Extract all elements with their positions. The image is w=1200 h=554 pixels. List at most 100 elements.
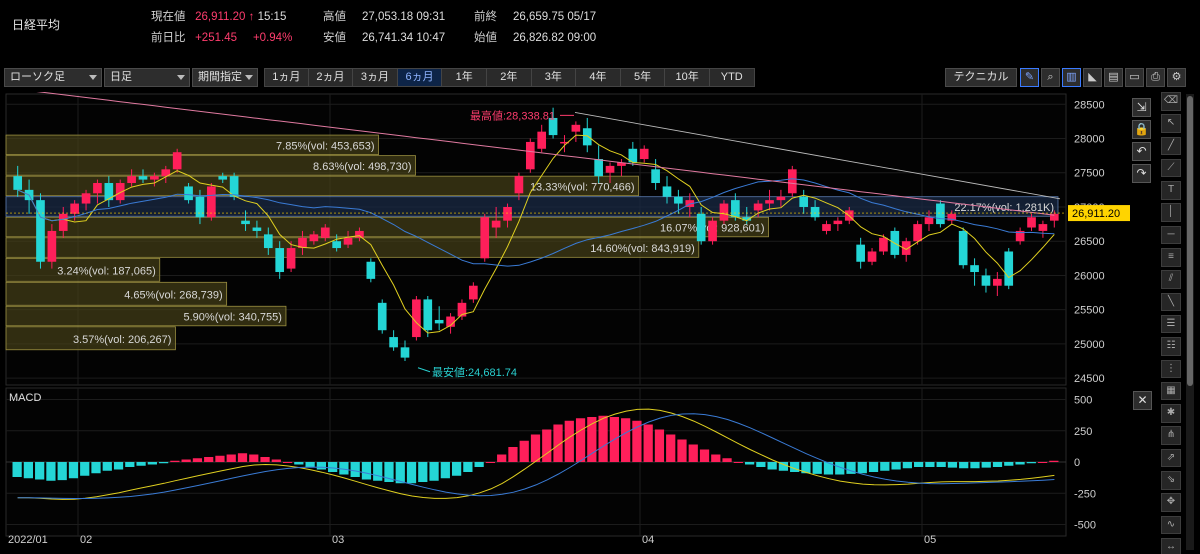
period-select[interactable]: 期間指定 bbox=[192, 68, 258, 87]
x-axis-tick: 04 bbox=[642, 534, 654, 546]
candle-body bbox=[47, 230, 57, 262]
macd-histogram-bar bbox=[316, 462, 326, 470]
chevron-down-icon bbox=[177, 75, 185, 80]
range-2y-button[interactable]: 2年 bbox=[486, 68, 532, 87]
technical-button[interactable]: テクニカル bbox=[945, 68, 1017, 87]
macd-histogram-bar bbox=[598, 415, 608, 462]
parallel-lines-icon[interactable]: ≡ bbox=[1161, 248, 1181, 267]
range-10y-button[interactable]: 10年 bbox=[665, 68, 710, 87]
macd-histogram-bar bbox=[294, 462, 304, 465]
candle-body bbox=[252, 227, 262, 231]
diagonal-icon[interactable]: ╲ bbox=[1161, 292, 1181, 312]
macd-histogram-bar bbox=[339, 462, 349, 475]
macd-histogram-bar bbox=[914, 462, 924, 467]
lock-icon[interactable]: 🔒 bbox=[1132, 120, 1151, 139]
macd-histogram-bar bbox=[677, 439, 687, 462]
price-axis-tick: 28500 bbox=[1074, 99, 1105, 111]
trendline-icon[interactable]: ╱ bbox=[1161, 136, 1181, 156]
undo-icon[interactable]: ↶ bbox=[1132, 142, 1151, 161]
price-axis-tick: 25000 bbox=[1074, 339, 1105, 351]
macd-histogram-bar bbox=[429, 462, 439, 481]
range-3m-button[interactable]: 3ヵ月 bbox=[353, 68, 398, 87]
arrow-down-icon[interactable]: ⇘ bbox=[1161, 471, 1181, 490]
eraser-icon[interactable]: ⌫ bbox=[1161, 92, 1181, 111]
close-icon[interactable]: ✕ bbox=[1133, 391, 1152, 410]
macd-histogram-bar bbox=[282, 462, 293, 463]
text-icon[interactable]: T bbox=[1161, 181, 1181, 200]
macd-histogram-bar bbox=[530, 434, 541, 462]
measure-icon[interactable]: ↔ bbox=[1161, 537, 1181, 554]
gann-icon[interactable]: ▦ bbox=[1161, 381, 1181, 401]
range-5y-button[interactable]: 5年 bbox=[620, 68, 666, 87]
price-chart[interactable]: 2450025000255002600026500270002750028000… bbox=[0, 92, 1156, 554]
draw-line-icon[interactable]: ⇲ bbox=[1132, 98, 1151, 117]
macd-histogram-bar bbox=[880, 462, 890, 471]
zoom-icon[interactable]: ⌕ bbox=[1041, 68, 1060, 87]
candle-body bbox=[355, 230, 364, 238]
macd-histogram-bar bbox=[981, 462, 991, 468]
vertical-scrollbar[interactable] bbox=[1186, 94, 1194, 550]
candle-body bbox=[753, 203, 763, 211]
scrollbar-thumb[interactable] bbox=[1187, 96, 1193, 386]
redo-icon[interactable]: ↷ bbox=[1132, 164, 1151, 183]
candle-body bbox=[651, 169, 660, 184]
range-4y-button[interactable]: 4年 bbox=[576, 68, 621, 87]
chart-type-select[interactable]: ローソク足 bbox=[4, 68, 102, 87]
macd-histogram-bar bbox=[790, 462, 800, 472]
macd-histogram-bar bbox=[215, 455, 225, 462]
range-ytd-button[interactable]: YTD bbox=[709, 68, 755, 87]
area-chart-icon[interactable]: ◣ bbox=[1083, 68, 1102, 87]
macd-histogram-bar bbox=[654, 429, 665, 462]
chart-toolbar: ローソク足 日足 期間指定 1ヵ月 2ヵ月 3ヵ月 6ヵ月 1年 2年 3年 4… bbox=[0, 66, 1200, 90]
candle-body bbox=[423, 299, 433, 331]
ray-icon[interactable]: ⟋ bbox=[1161, 158, 1181, 178]
macd-signal-line bbox=[17, 413, 1055, 499]
macd-histogram-bar bbox=[451, 462, 462, 476]
trend-line bbox=[574, 112, 1061, 200]
range-3y-button[interactable]: 3年 bbox=[531, 68, 577, 87]
fib-fan-icon[interactable]: ☷ bbox=[1161, 337, 1181, 356]
folder-icon[interactable]: ▭ bbox=[1125, 68, 1144, 87]
wave-icon[interactable]: ∿ bbox=[1161, 515, 1181, 535]
change-row: 前日比 +251.45 +0.94% bbox=[151, 29, 292, 45]
open-time: 09:00 bbox=[567, 32, 597, 44]
pattern-icon[interactable]: ✱ bbox=[1161, 404, 1181, 423]
macd-histogram-bar bbox=[846, 462, 856, 474]
open-row: 始値 26,826.82 09:00 bbox=[474, 29, 596, 45]
print-icon[interactable]: ⎙ bbox=[1146, 68, 1165, 87]
cursor-icon[interactable]: ↖ bbox=[1161, 114, 1181, 133]
quote-header: 日経平均 現在値 26,911.20 ↑ 15:15 高値 27,053.18 … bbox=[0, 0, 1200, 66]
vertical-line-icon[interactable]: │ bbox=[1161, 203, 1181, 222]
volume-profile-bar bbox=[5, 326, 176, 351]
candle-body bbox=[571, 124, 581, 132]
range-1m-button[interactable]: 1ヵ月 bbox=[264, 68, 309, 87]
fibonacci-icon[interactable]: ☰ bbox=[1161, 314, 1181, 334]
x-axis-tick: 2022/01 bbox=[8, 534, 48, 546]
candle-body bbox=[1015, 230, 1025, 242]
price-axis-tick: 26000 bbox=[1074, 270, 1105, 282]
move-icon[interactable]: ✥ bbox=[1161, 493, 1181, 512]
arrow-up-icon[interactable]: ⇗ bbox=[1161, 448, 1181, 468]
range-2m-button[interactable]: 2ヵ月 bbox=[308, 68, 354, 87]
settings-icon[interactable]: ⚙ bbox=[1167, 68, 1186, 87]
range-1y-button[interactable]: 1年 bbox=[442, 68, 487, 87]
candle-body bbox=[719, 203, 729, 221]
candle-body bbox=[958, 230, 968, 266]
horizontal-line-icon[interactable]: ─ bbox=[1161, 225, 1181, 245]
range-6m-button[interactable]: 6ヵ月 bbox=[397, 68, 443, 87]
chevron-down-icon bbox=[245, 75, 253, 80]
macd-histogram-bar bbox=[688, 444, 698, 462]
pencil-icon[interactable]: ✎ bbox=[1020, 68, 1039, 87]
channel-icon[interactable]: ⫽ bbox=[1161, 270, 1181, 289]
candle-body bbox=[36, 200, 45, 262]
interval-select[interactable]: 日足 bbox=[104, 68, 190, 87]
moving-average-short bbox=[17, 134, 1055, 334]
macd-histogram-bar bbox=[778, 462, 789, 471]
fib-time-icon[interactable]: ⋮ bbox=[1161, 359, 1181, 379]
volume-bars-icon[interactable]: ▥ bbox=[1062, 68, 1081, 87]
macd-histogram-bar bbox=[868, 462, 879, 472]
save-icon[interactable]: ▤ bbox=[1104, 68, 1123, 87]
pitchfork-icon[interactable]: ⋔ bbox=[1161, 426, 1181, 445]
candle-body bbox=[400, 347, 410, 358]
moving-average-mid bbox=[17, 178, 1055, 267]
